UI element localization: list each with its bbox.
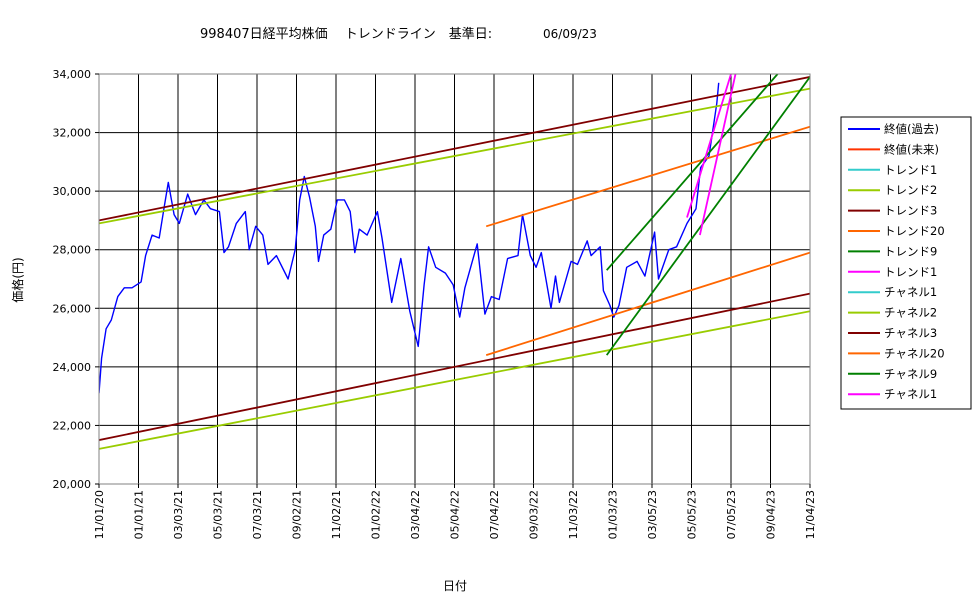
legend-label: チャネル2 [884, 306, 937, 320]
series-line-13 [699, 74, 737, 236]
legend: 終値(過去) 終値(未来) トレンド1 トレンド2 トレンド3 トレンド20 トレンド9 トレ… [840, 116, 972, 410]
base-date: 06/09/23 [543, 27, 597, 41]
legend-label: トレンド3 [884, 204, 937, 218]
y-tick-label: 32,000 [53, 127, 92, 140]
series-line-5 [485, 125, 810, 228]
x-tick-label: 11/02/21 [330, 490, 343, 539]
legend-label: トレンド1 [884, 265, 937, 279]
x-tick-label: 11/01/20 [93, 490, 106, 539]
series-line-3 [99, 87, 810, 225]
legend-label: チャネル9 [884, 367, 937, 381]
y-tick-label: 22,000 [53, 419, 92, 432]
x-tick-label: 07/03/21 [251, 490, 264, 539]
legend-label: チャネル1 [884, 387, 937, 401]
x-tick-label: 03/05/23 [646, 490, 659, 539]
chart-title: 998407日経平均株価 トレンドライン 基準日: [200, 26, 492, 42]
y-tick-label: 24,000 [53, 361, 92, 374]
y-tick-label: 20,000 [53, 478, 92, 491]
x-tick-label: 05/03/21 [212, 490, 225, 539]
series-line-10 [99, 292, 810, 441]
x-axis: 11/01/20 01/01/21 03/03/21 05/03/21 07/03/21… [93, 484, 817, 539]
legend-label: トレンド1 [884, 163, 937, 177]
y-axis: 20,000 22,000 24,000 26,000 28,000 30,000 32,0… [53, 68, 99, 491]
legend-label: 終値(未来) [884, 142, 939, 156]
series-layer [99, 74, 810, 450]
x-tick-label: 07/05/23 [725, 490, 738, 539]
x-axis-label: 日付 [443, 579, 467, 593]
x-tick-label: 07/04/22 [488, 490, 501, 539]
x-tick-label: 05/05/23 [686, 490, 699, 539]
series-line-11 [485, 251, 810, 356]
series-line-0 [99, 82, 720, 394]
plot-area [98, 73, 811, 485]
legend-label: チャネル3 [884, 326, 937, 340]
y-tick-label: 28,000 [53, 244, 92, 257]
x-tick-label: 01/02/22 [370, 490, 383, 539]
x-tick-label: 03/03/21 [172, 490, 185, 539]
x-tick-label: 01/01/21 [133, 490, 146, 539]
legend-label: トレンド20 [884, 224, 945, 238]
series-line-6 [606, 74, 779, 271]
x-tick-label: 09/02/21 [291, 490, 304, 539]
x-tick-label: 03/04/22 [409, 490, 422, 539]
series-line-7 [686, 74, 732, 218]
legend-box [840, 116, 972, 410]
legend-label: チャネル1 [884, 285, 937, 299]
series-line-12 [605, 76, 810, 356]
series-line-4 [99, 76, 810, 222]
y-tick-label: 26,000 [53, 302, 92, 315]
x-tick-label: 09/03/22 [528, 490, 541, 539]
y-axis-label: 価格(円) [10, 257, 25, 302]
x-tick-label: 01/03/23 [607, 490, 620, 539]
x-tick-label: 05/04/22 [449, 490, 462, 539]
legend-label: トレンド9 [884, 244, 937, 258]
legend-label: 終値(過去) [884, 122, 939, 136]
series-line-9 [99, 310, 810, 450]
x-tick-label: 09/04/23 [765, 490, 778, 539]
x-tick-label: 11/03/22 [567, 490, 580, 539]
legend-label: トレンド2 [884, 183, 937, 197]
x-tick-label: 11/04/23 [804, 490, 817, 539]
legend-label: チャネル20 [884, 346, 945, 360]
y-tick-label: 30,000 [53, 185, 92, 198]
y-tick-label: 34,000 [53, 68, 92, 81]
